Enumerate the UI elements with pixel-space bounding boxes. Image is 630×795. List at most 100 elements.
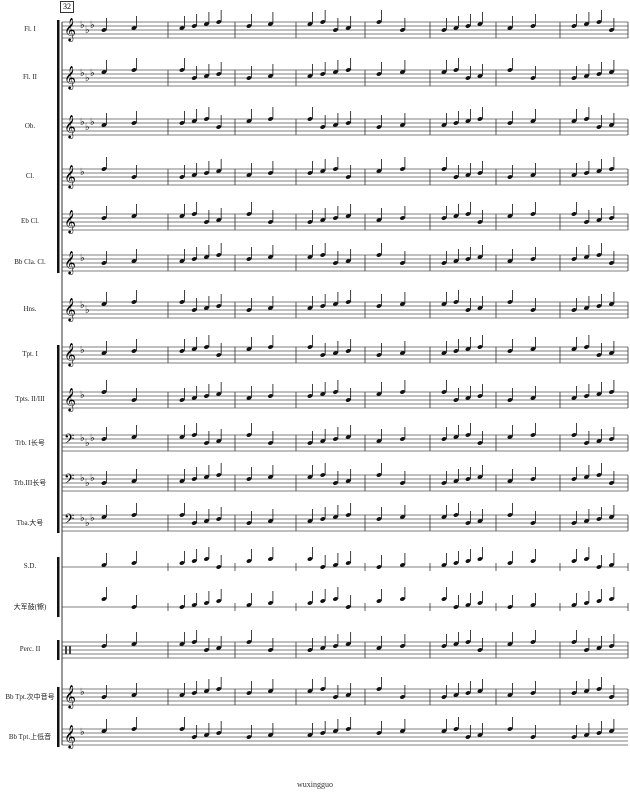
group-bracket	[57, 557, 60, 617]
note-head	[399, 302, 406, 306]
note-head	[477, 601, 483, 605]
note-head	[376, 392, 382, 396]
note-head	[179, 561, 185, 565]
note-head	[307, 557, 313, 561]
note-head	[216, 125, 222, 129]
note-head	[267, 733, 274, 737]
note-head	[320, 20, 326, 24]
note-head	[465, 24, 471, 28]
note-head	[246, 640, 252, 644]
note-head	[596, 253, 602, 257]
note-head	[307, 441, 313, 445]
note-head	[307, 689, 313, 693]
note-head	[399, 261, 406, 265]
note-head	[399, 28, 406, 32]
note-head	[345, 349, 351, 353]
note-head	[441, 644, 447, 648]
note-head	[267, 689, 274, 693]
note-head	[191, 691, 197, 695]
percussion-clef-icon	[65, 646, 67, 654]
note-head	[101, 261, 107, 265]
note-head	[608, 437, 615, 441]
note-head	[179, 435, 185, 439]
note-head	[203, 306, 210, 310]
note-head	[246, 521, 252, 525]
treble-clef-icon: 𝄞	[64, 65, 76, 90]
note-head	[571, 257, 577, 261]
note-head	[131, 479, 137, 483]
flat-icon: ♭	[80, 20, 85, 31]
note-head	[307, 171, 313, 175]
note-head	[477, 345, 483, 349]
note-head	[131, 398, 137, 402]
note-head	[191, 24, 197, 28]
bass-clef-icon: 𝄢	[64, 511, 74, 530]
note-head	[596, 72, 602, 76]
note-head	[530, 433, 536, 437]
note-head	[571, 603, 577, 607]
note-head	[267, 394, 274, 398]
note-head	[216, 72, 222, 76]
bass-clef-icon: 𝄢	[64, 471, 74, 490]
flat-icon: ♭	[85, 305, 90, 316]
note-head	[583, 601, 590, 605]
note-head	[477, 648, 483, 652]
note-head	[465, 521, 471, 525]
note-head	[203, 733, 210, 737]
note-head	[332, 515, 339, 519]
note-head	[307, 22, 313, 26]
note-head	[441, 351, 447, 355]
treble-clef-icon: 𝄞	[64, 342, 76, 367]
note-head	[131, 642, 137, 646]
note-head	[596, 731, 602, 735]
note-head	[216, 392, 222, 396]
note-head	[465, 691, 471, 695]
group-bracket	[57, 687, 60, 747]
note-head	[203, 519, 210, 523]
treble-clef-icon: 𝄞	[64, 297, 76, 322]
treble-clef-icon: 𝄞	[64, 250, 76, 275]
note-head	[530, 212, 536, 216]
note-head	[267, 601, 274, 605]
note-head	[246, 212, 252, 216]
note-head	[267, 255, 274, 259]
note-head	[101, 28, 107, 32]
note-head	[530, 396, 536, 400]
note-head	[203, 345, 210, 349]
group-bracket	[57, 640, 60, 660]
note-head	[441, 70, 447, 74]
note-head	[191, 603, 197, 607]
note-head	[203, 394, 210, 398]
note-head	[465, 212, 471, 216]
note-head	[179, 214, 185, 218]
note-head	[596, 473, 602, 477]
note-head	[345, 693, 351, 697]
note-head	[203, 557, 210, 561]
note-head	[477, 394, 483, 398]
note-head	[465, 433, 471, 437]
note-head	[131, 214, 137, 218]
note-head	[477, 306, 483, 310]
note-head	[345, 479, 351, 483]
note-head	[507, 26, 513, 30]
note-head	[477, 733, 483, 737]
note-head	[477, 557, 483, 561]
note-head	[376, 599, 382, 603]
note-head	[571, 76, 577, 80]
note-head	[191, 433, 197, 437]
note-head	[320, 353, 326, 357]
note-head	[216, 20, 222, 24]
note-head	[583, 648, 590, 652]
note-head	[179, 398, 185, 402]
note-head	[179, 727, 185, 731]
note-head	[320, 125, 326, 129]
note-head	[465, 173, 471, 177]
flat-icon: ♭	[90, 117, 95, 128]
note-head	[345, 259, 351, 263]
note-head	[307, 74, 313, 78]
note-head	[507, 259, 513, 263]
treble-clef-icon: 𝄞	[64, 164, 76, 189]
bass-clef-icon: 𝄢	[64, 431, 74, 450]
note-head	[101, 729, 107, 733]
